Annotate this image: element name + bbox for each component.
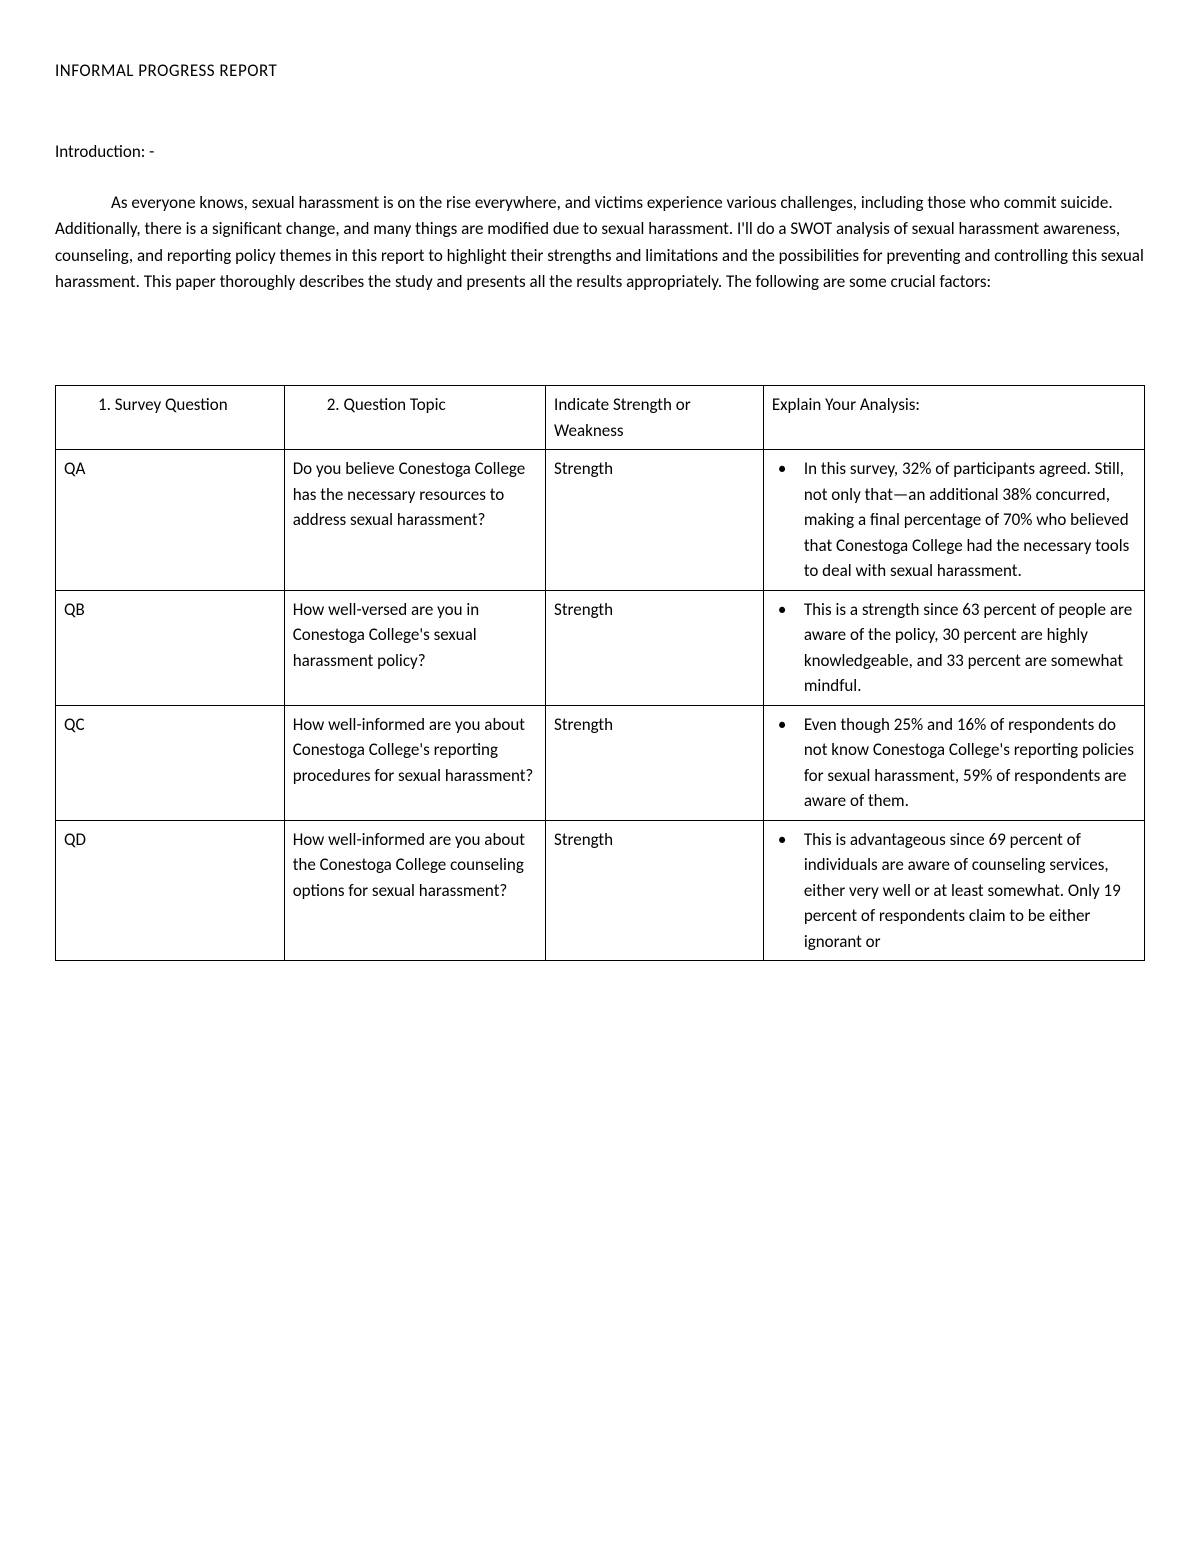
analysis-text: In this survey, 32% of participants agre…: [804, 456, 1136, 584]
bullet-icon: •: [772, 456, 804, 584]
header-survey-question: 1. Survey Question: [56, 386, 285, 450]
cell-strength-weakness: Strength: [546, 450, 764, 591]
cell-question-id: QC: [56, 705, 285, 820]
table-header-row: 1. Survey Question 2. Question Topic Ind…: [56, 386, 1145, 450]
bullet-icon: •: [772, 827, 804, 955]
cell-analysis: • This is a strength since 63 percent of…: [763, 590, 1144, 705]
analysis-text: Even though 25% and 16% of respondents d…: [804, 712, 1136, 814]
table-row: QC How well-informed are you about Cones…: [56, 705, 1145, 820]
analysis-text: This is advantageous since 69 percent of…: [804, 827, 1136, 955]
cell-strength-weakness: Strength: [546, 820, 764, 961]
cell-analysis: • This is advantageous since 69 percent …: [763, 820, 1144, 961]
table-row: QB How well-versed are you in Conestoga …: [56, 590, 1145, 705]
cell-question-id: QA: [56, 450, 285, 591]
document-page: INFORMAL PROGRESS REPORT Introduction: -…: [0, 0, 1200, 1553]
intro-heading: Introduction: -: [55, 141, 1145, 162]
swot-table: 1. Survey Question 2. Question Topic Ind…: [55, 385, 1145, 961]
cell-question-topic: How well-versed are you in Conestoga Col…: [284, 590, 545, 705]
cell-question-topic: How well-informed are you about Conestog…: [284, 705, 545, 820]
cell-question-topic: How well-informed are you about the Cone…: [284, 820, 545, 961]
page-title: INFORMAL PROGRESS REPORT: [55, 60, 1145, 81]
cell-question-id: QD: [56, 820, 285, 961]
cell-strength-weakness: Strength: [546, 705, 764, 820]
cell-analysis: • In this survey, 32% of participants ag…: [763, 450, 1144, 591]
intro-body: As everyone knows, sexual harassment is …: [55, 190, 1145, 295]
header-strength-weakness: Indicate Strength or Weakness: [546, 386, 764, 450]
header-explain-analysis: Explain Your Analysis:: [763, 386, 1144, 450]
bullet-icon: •: [772, 712, 804, 814]
header-question-topic: 2. Question Topic: [284, 386, 545, 450]
cell-analysis: • Even though 25% and 16% of respondents…: [763, 705, 1144, 820]
cell-strength-weakness: Strength: [546, 590, 764, 705]
table-row: QA Do you believe Conestoga College has …: [56, 450, 1145, 591]
bullet-icon: •: [772, 597, 804, 699]
table-row: QD How well-informed are you about the C…: [56, 820, 1145, 961]
cell-question-topic: Do you believe Conestoga College has the…: [284, 450, 545, 591]
cell-question-id: QB: [56, 590, 285, 705]
analysis-text: This is a strength since 63 percent of p…: [804, 597, 1136, 699]
